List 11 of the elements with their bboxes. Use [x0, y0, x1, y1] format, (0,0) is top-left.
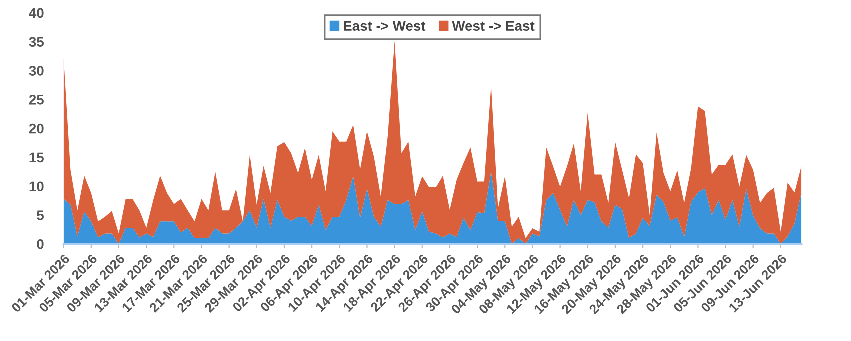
y-tick-label: 10 — [30, 182, 44, 192]
y-tick-label: 20 — [29, 124, 44, 134]
legend-label: East -> West — [344, 21, 426, 32]
y-tick-label: 25 — [29, 94, 44, 105]
y-tick-label: 0 — [37, 239, 44, 250]
y-tick-label: 15 — [30, 152, 44, 163]
y-tick-label: 35 — [29, 37, 44, 48]
y-tick-label: 40 — [29, 8, 44, 18]
y-tick-label: 30 — [29, 66, 44, 76]
y-tick-label: 5 — [37, 210, 44, 220]
legend-label: West -> East — [452, 21, 535, 32]
